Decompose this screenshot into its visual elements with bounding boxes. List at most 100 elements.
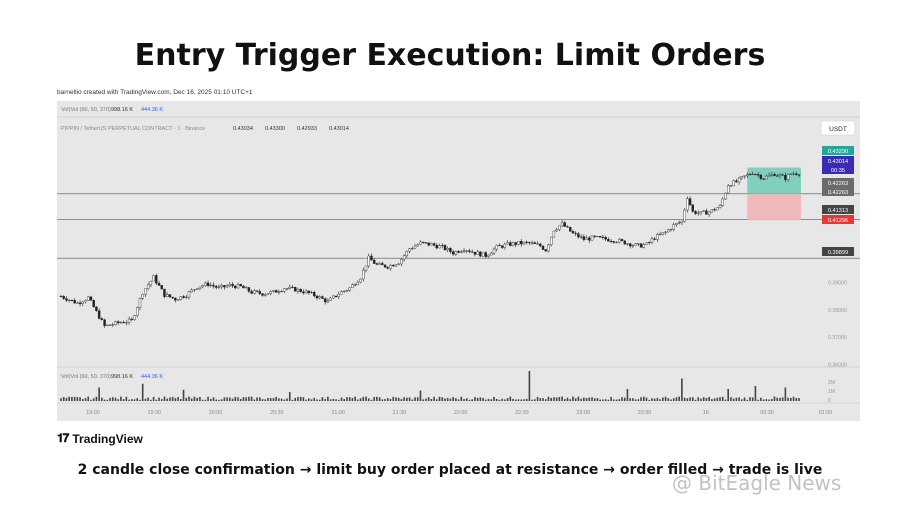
volume-bar <box>348 397 351 401</box>
candle-body <box>141 294 144 299</box>
candle-body <box>446 248 449 251</box>
candle-body <box>620 239 624 241</box>
candle-body <box>209 284 212 286</box>
candle-body <box>293 286 297 292</box>
price-label: 00:35 <box>831 168 845 174</box>
candle-body <box>574 232 577 234</box>
volume-bar <box>223 397 226 401</box>
candle-body <box>367 255 370 267</box>
candle-body <box>394 264 398 267</box>
volume-bar <box>87 396 90 401</box>
volume-bar <box>536 396 539 401</box>
volume-bar <box>234 396 237 401</box>
candle-body <box>372 259 376 264</box>
candle-body <box>781 174 784 176</box>
volume-bar <box>288 392 291 401</box>
volume-bar <box>212 397 215 401</box>
candle-body <box>533 242 537 244</box>
volume-bar <box>278 398 280 401</box>
volume-bar <box>264 399 267 401</box>
x-tick-label: 23:30 <box>638 410 652 416</box>
volume-bar <box>746 399 749 401</box>
candle-body <box>530 242 534 244</box>
volume-bar <box>171 396 174 401</box>
volume-bar <box>416 397 419 401</box>
volume-bar <box>395 397 397 401</box>
price-chart[interactable]: Vol(Vol (60, 50, 370) 998.16 K 444.36 K … <box>57 101 860 421</box>
candle-body <box>438 245 441 249</box>
vol-value2-top: 444.36 K <box>141 107 163 113</box>
volume-bar <box>174 398 177 401</box>
volume-bar <box>245 397 247 401</box>
candle-body <box>435 245 439 249</box>
candle-body <box>778 174 782 177</box>
candle-body <box>471 251 474 253</box>
candle-body <box>310 292 313 294</box>
candle-body <box>732 180 735 187</box>
volume-bar <box>136 398 139 401</box>
candle-body <box>244 287 248 289</box>
candle-body <box>370 255 373 261</box>
price-label-box <box>822 178 854 187</box>
volume-bar <box>430 398 433 401</box>
volume-bar <box>732 398 735 401</box>
volume-bar <box>201 399 204 401</box>
currency-badge-label: USDT <box>829 126 847 133</box>
volume-bar <box>583 397 585 401</box>
volume-bar <box>727 389 729 401</box>
volume-bar <box>792 396 795 401</box>
candle-body <box>332 295 335 299</box>
volume-bar <box>84 398 87 401</box>
price-label: 0.41313 <box>828 208 848 214</box>
candle-body <box>522 241 526 245</box>
candle-body <box>460 251 463 253</box>
volume-bar <box>694 399 697 401</box>
price-label-box <box>822 187 854 196</box>
volume-bar <box>724 399 727 401</box>
volume-bar <box>147 397 149 401</box>
candle-body <box>166 294 169 297</box>
candle-body <box>645 242 648 245</box>
candle-body <box>95 306 98 311</box>
candle-body <box>119 322 123 324</box>
candle-body <box>89 296 93 301</box>
volume-bar <box>681 378 683 401</box>
candle-body <box>302 291 305 294</box>
volume-bar <box>691 397 694 401</box>
volume-bar <box>735 397 738 401</box>
volume-bar <box>569 399 572 401</box>
candle-body <box>517 241 520 245</box>
price-label: 0.43230 <box>828 149 848 155</box>
candle-body <box>187 291 191 298</box>
chart-panel[interactable]: Vol(Vol (60, 50, 370) 998.16 K 444.36 K … <box>57 101 860 421</box>
candle-body <box>413 245 417 249</box>
candle-body <box>770 174 773 176</box>
candle-body <box>490 252 493 256</box>
candle-body <box>130 318 134 320</box>
volume-bar <box>92 398 95 401</box>
candle-body <box>419 241 422 245</box>
ohlc-close: 0.43014 <box>329 126 349 132</box>
candle-body <box>718 205 722 209</box>
volume-bar <box>79 397 81 401</box>
volume-bar <box>610 396 612 401</box>
candle-body <box>544 249 547 252</box>
volume-bar <box>346 397 348 401</box>
currency-badge[interactable] <box>820 120 856 136</box>
volume-bar <box>523 399 525 401</box>
candle-body <box>650 238 654 243</box>
candle-body <box>70 299 74 301</box>
candle-body <box>669 229 673 231</box>
volume-bar <box>564 399 566 401</box>
candle-body <box>607 239 610 242</box>
candle-body <box>487 254 490 257</box>
candle-body <box>111 324 114 326</box>
candle-body <box>304 290 308 294</box>
candle-body <box>348 287 351 291</box>
volume-bar <box>204 399 207 401</box>
candle-body <box>585 237 588 240</box>
candle-body <box>686 198 689 211</box>
candle-body <box>62 296 65 299</box>
volume-bar <box>109 397 111 401</box>
volume-bar <box>471 399 474 401</box>
